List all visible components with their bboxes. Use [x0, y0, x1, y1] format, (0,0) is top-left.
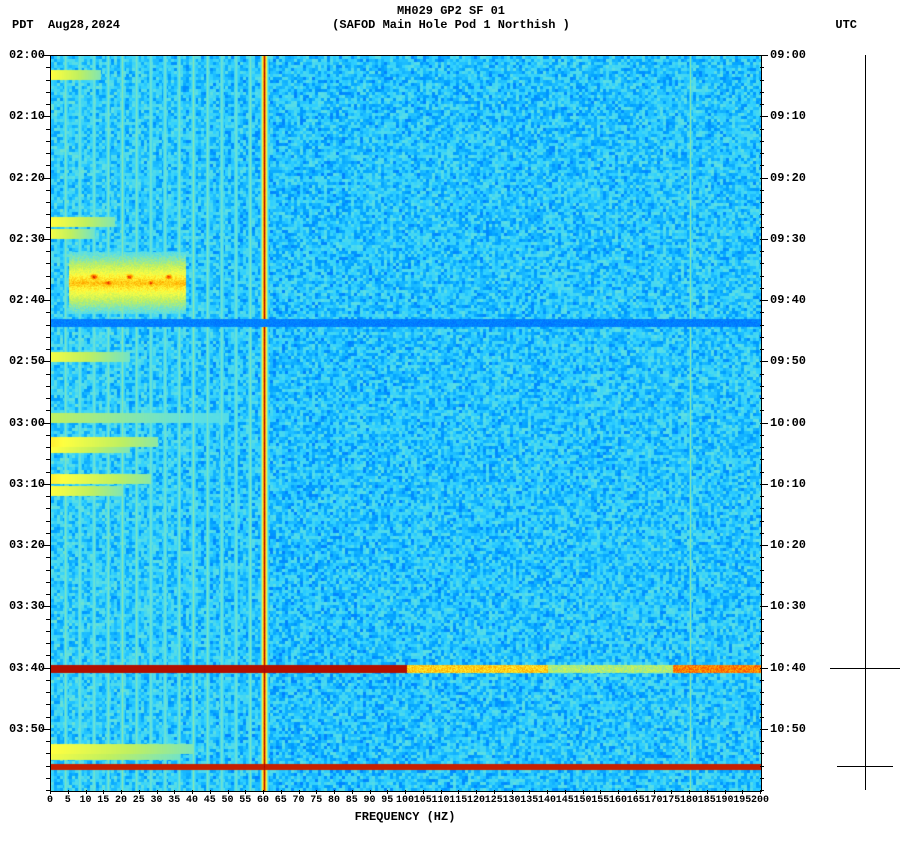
x-tick-label: 45	[204, 795, 216, 806]
x-tick-label: 125	[485, 795, 503, 806]
x-tick-label: 90	[363, 795, 375, 806]
y-right-tick-label: 09:40	[770, 293, 806, 307]
x-tick-label: 0	[47, 795, 53, 806]
x-tick-label: 80	[328, 795, 340, 806]
y-right-tick-label: 10:50	[770, 722, 806, 736]
x-tick-label: 30	[150, 795, 162, 806]
x-tick-label: 5	[65, 795, 71, 806]
y-right-tick-label: 09:20	[770, 171, 806, 185]
y-left-tick-label: 03:40	[0, 661, 45, 675]
x-tick-label: 60	[257, 795, 269, 806]
y-left-tick-label: 02:20	[0, 171, 45, 185]
y-left-tick-label: 02:50	[0, 354, 45, 368]
y-right-tick-label: 10:10	[770, 477, 806, 491]
x-tick-label: 95	[381, 795, 393, 806]
x-tick-label: 145	[556, 795, 574, 806]
y-left-tick-label: 02:10	[0, 109, 45, 123]
y-left-tick-label: 02:40	[0, 293, 45, 307]
spectrogram-plot-area	[50, 55, 762, 792]
y-left-tick-label: 03:20	[0, 538, 45, 552]
x-tick-label: 165	[627, 795, 645, 806]
x-tick-label: 120	[467, 795, 485, 806]
x-tick-label: 105	[414, 795, 432, 806]
x-tick-label: 20	[115, 795, 127, 806]
x-tick-label: 140	[538, 795, 556, 806]
x-tick-label: 150	[573, 795, 591, 806]
y-right-tick-label: 09:50	[770, 354, 806, 368]
y-right-tick-label: 10:20	[770, 538, 806, 552]
x-tick-label: 130	[502, 795, 520, 806]
y-left-tick-label: 03:00	[0, 416, 45, 430]
y-left-tick-label: 03:30	[0, 599, 45, 613]
x-tick-label: 135	[520, 795, 538, 806]
x-tick-label: 25	[133, 795, 145, 806]
x-tick-label: 110	[431, 795, 449, 806]
x-tick-label: 75	[310, 795, 322, 806]
date-label: Aug28,2024	[48, 18, 120, 32]
x-axis-label: FREQUENCY (HZ)	[50, 810, 760, 824]
spectrogram-canvas	[51, 56, 761, 791]
x-tick-label: 65	[275, 795, 287, 806]
x-tick-label: 15	[97, 795, 109, 806]
plot-title-line1: MH029 GP2 SF 01	[0, 4, 902, 18]
right-timezone-label: UTC	[835, 18, 857, 32]
x-tick-label: 50	[221, 795, 233, 806]
y-right-tick-label: 09:10	[770, 109, 806, 123]
x-tick-label: 200	[751, 795, 769, 806]
x-tick-label: 70	[292, 795, 304, 806]
x-tick-label: 85	[346, 795, 358, 806]
x-tick-label: 40	[186, 795, 198, 806]
plot-title-line2: (SAFOD Main Hole Pod 1 Northish )	[0, 18, 902, 32]
x-tick-label: 10	[79, 795, 91, 806]
y-right-tick-label: 10:40	[770, 661, 806, 675]
x-tick-label: 115	[449, 795, 467, 806]
y-left-tick-label: 03:50	[0, 722, 45, 736]
y-right-tick-label: 09:00	[770, 48, 806, 62]
x-tick-label: 180	[680, 795, 698, 806]
x-tick-label: 100	[396, 795, 414, 806]
x-tick-label: 35	[168, 795, 180, 806]
side-amplitude-panel	[830, 55, 900, 790]
x-tick-label: 170	[644, 795, 662, 806]
x-tick-label: 185	[698, 795, 716, 806]
x-tick-label: 55	[239, 795, 251, 806]
left-timezone-label: PDT	[12, 18, 34, 32]
y-right-tick-label: 10:00	[770, 416, 806, 430]
x-tick-label: 175	[662, 795, 680, 806]
y-right-tick-label: 10:30	[770, 599, 806, 613]
spectrogram-figure: MH029 GP2 SF 01 (SAFOD Main Hole Pod 1 N…	[0, 0, 902, 864]
x-tick-label: 160	[609, 795, 627, 806]
y-left-tick-label: 02:30	[0, 232, 45, 246]
x-tick-label: 190	[715, 795, 733, 806]
y-left-tick-label: 03:10	[0, 477, 45, 491]
y-right-tick-label: 09:30	[770, 232, 806, 246]
x-tick-label: 195	[733, 795, 751, 806]
y-left-tick-label: 02:00	[0, 48, 45, 62]
x-tick-label: 155	[591, 795, 609, 806]
